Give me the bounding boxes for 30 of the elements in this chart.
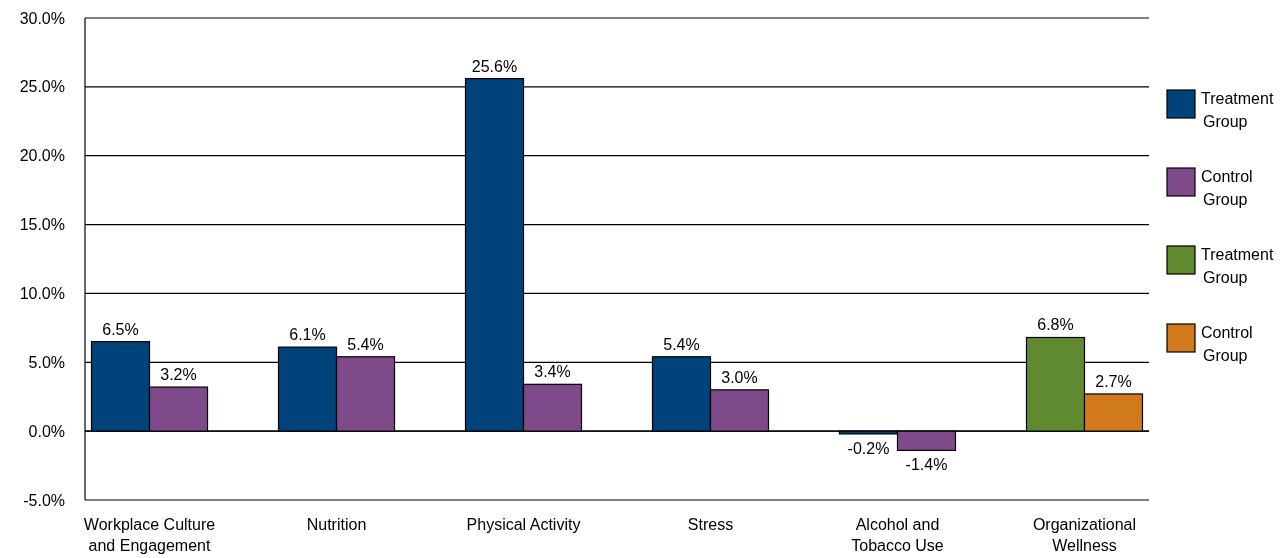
data-label: 5.4% (347, 335, 384, 353)
data-label: 2.7% (1095, 372, 1132, 390)
x-tick-label: Alcohol and Tobacco Use (851, 516, 944, 554)
data-label: 3.2% (160, 366, 197, 384)
y-tick-label: -5.0% (23, 491, 65, 509)
data-label: 6.5% (102, 320, 139, 338)
data-label: 6.1% (289, 326, 326, 344)
legend-label: Control Group (1201, 324, 1253, 364)
y-tick-label: 5.0% (28, 353, 65, 371)
x-tick-label: Workplace Culture and Engagement (83, 516, 216, 554)
data-label: 6.8% (1037, 316, 1074, 334)
y-tick-label: 15.0% (19, 216, 65, 234)
x-tick-label: Nutrition (306, 516, 367, 533)
y-tick-label: 0.0% (28, 422, 65, 440)
y-tick-label: 10.0% (19, 285, 65, 303)
legend-label: Treatment Group (1201, 90, 1274, 130)
data-label: 3.4% (534, 363, 571, 381)
data-label: 5.4% (663, 335, 700, 353)
x-tick-label: Stress (687, 516, 734, 533)
data-label: 25.6% (471, 57, 518, 75)
y-tick-label: 30.0% (19, 9, 65, 27)
data-label: -1.4% (905, 456, 948, 474)
legend-label: Treatment Group (1201, 246, 1274, 286)
x-tick-label: Organizational Wellness (1032, 516, 1137, 554)
x-tick-label: Physical Activity (466, 516, 581, 533)
y-tick-label: 25.0% (19, 78, 65, 96)
y-tick-label: 20.0% (19, 147, 65, 165)
data-label: -0.2% (847, 439, 890, 457)
data-label: 3.0% (721, 368, 758, 386)
legend-label: Control Group (1201, 168, 1253, 208)
